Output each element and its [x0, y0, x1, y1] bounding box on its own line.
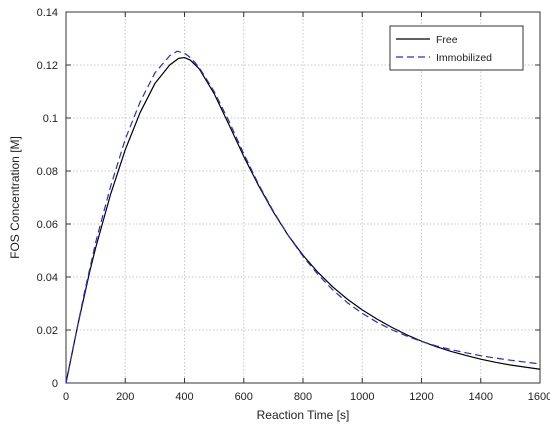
- y-tick-label: 0.14: [37, 7, 58, 19]
- series-layer: [65, 50, 541, 384]
- x-tick-label: 0: [63, 391, 69, 403]
- x-tick-label: 1200: [409, 391, 433, 403]
- y-tick-label: 0: [52, 378, 58, 390]
- x-tick-label: 400: [175, 391, 193, 403]
- x-tick-label: 1400: [469, 391, 493, 403]
- grid: [66, 12, 540, 383]
- x-tick-label: 600: [235, 391, 253, 403]
- legend: Free Immobilized: [389, 25, 524, 71]
- series-line-immobilized: [65, 50, 541, 384]
- y-tick-label: 0.1: [43, 113, 58, 125]
- x-tick-label: 1600: [528, 391, 550, 403]
- legend-box: [389, 25, 524, 71]
- y-tick-label: 0.02: [37, 325, 58, 337]
- legend-label-immobilized: Immobilized: [436, 52, 492, 64]
- x-tick-label: 800: [294, 391, 312, 403]
- y-axis-label: FOS Concentration [M]: [8, 136, 22, 259]
- axis-ticks: 0 200 400 600 800 1000 1200 1400 1600 0 0.02 0.04 0.…: [37, 7, 550, 403]
- y-tick-label: 0.12: [37, 60, 58, 72]
- legend-label-free: Free: [436, 34, 458, 46]
- x-tick-label: 1000: [350, 391, 374, 403]
- x-tick-label: 200: [116, 391, 134, 403]
- y-tick-label: 0.08: [37, 166, 58, 178]
- x-axis-label: Reaction Time [s]: [257, 408, 350, 422]
- y-tick-label: 0.04: [37, 272, 58, 284]
- y-tick-label: 0.06: [37, 219, 58, 231]
